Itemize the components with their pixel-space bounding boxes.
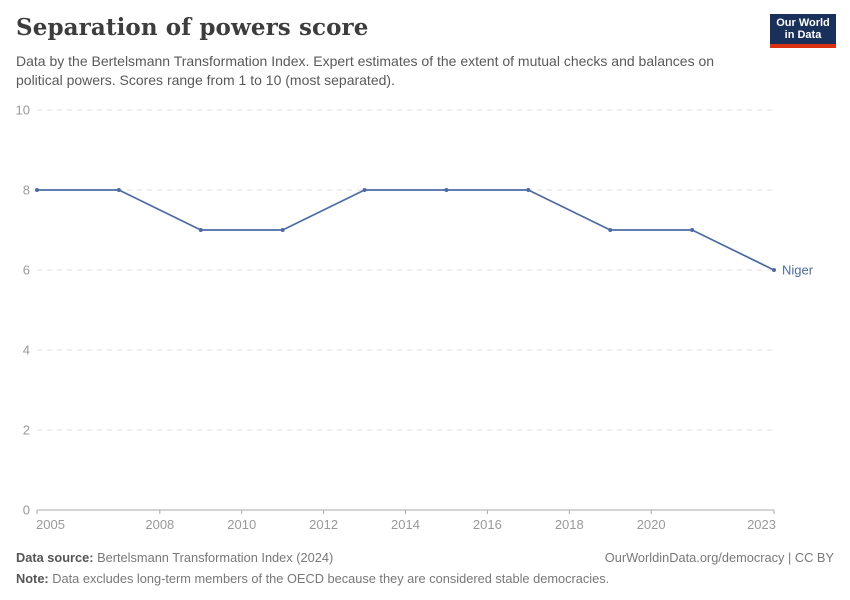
series-end-label[interactable]: Niger [782, 263, 814, 278]
data-source-line: Data source: Bertelsmann Transformation … [16, 547, 333, 568]
y-tick-label: 0 [23, 503, 30, 518]
data-point[interactable] [362, 188, 367, 192]
data-point[interactable] [526, 188, 531, 192]
x-tick-label: 2012 [309, 517, 338, 532]
y-tick-label: 2 [23, 423, 30, 438]
owid-url-link[interactable]: OurWorldinData.org/democracy | CC BY [604, 550, 834, 565]
data-point[interactable] [772, 268, 776, 272]
x-tick-label: 2005 [36, 517, 65, 532]
x-tick-label: 2010 [227, 517, 256, 532]
x-tick-label: 2023 [747, 517, 776, 532]
note-line: Note: Data excludes long-term members of… [16, 571, 609, 586]
x-tick-label: 2020 [637, 517, 666, 532]
x-tick-label: 2016 [473, 517, 502, 532]
data-point[interactable] [116, 188, 121, 192]
y-tick-label: 8 [23, 183, 30, 198]
data-point[interactable] [280, 228, 285, 232]
data-point[interactable] [198, 228, 203, 232]
data-source-value: Bertelsmann Transformation Index (2024) [93, 550, 334, 565]
x-tick-label: 2018 [555, 517, 584, 532]
y-tick-label: 6 [23, 263, 30, 278]
page-title: Separation of powers score [16, 14, 369, 41]
data-point[interactable] [690, 228, 695, 232]
y-tick-label: 4 [23, 343, 30, 358]
data-point[interactable] [608, 228, 613, 232]
data-point[interactable] [35, 188, 39, 192]
note-value: Data excludes long-term members of the O… [48, 571, 610, 586]
y-tick-label: 10 [16, 103, 30, 118]
owid-logo-text-line1: Our World [776, 16, 830, 29]
x-tick-label: 2014 [391, 517, 420, 532]
note-label: Note: [16, 571, 49, 586]
data-source-label: Data source: [16, 550, 94, 565]
owid-logo[interactable]: Our World in Data [770, 14, 836, 48]
chart-footer: Data source: Bertelsmann Transformation … [16, 547, 834, 589]
owid-logo-text-line2: in Data [784, 29, 822, 41]
line-series-niger[interactable] [36, 189, 775, 271]
chart-subtitle: Data by the Bertelsmann Transformation I… [16, 53, 715, 89]
data-point[interactable] [444, 188, 449, 192]
x-tick-label: 2008 [145, 517, 174, 532]
